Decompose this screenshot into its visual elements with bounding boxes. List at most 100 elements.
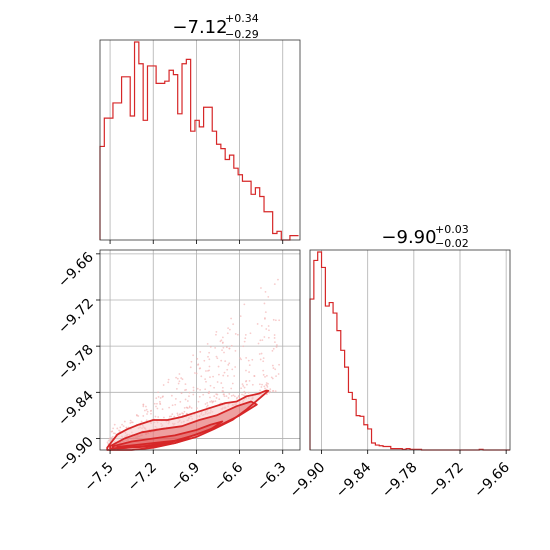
scatter-point	[233, 375, 236, 377]
scatter-point	[226, 368, 229, 371]
scatter-point	[227, 363, 230, 366]
scatter-point	[226, 332, 229, 335]
axes-frame-bottom-right	[309, 249, 511, 451]
scatter-point	[131, 421, 134, 424]
ytick-label: −9.78	[55, 342, 97, 384]
scatter-point	[242, 345, 245, 348]
scatter-point	[238, 396, 240, 398]
scatter-point	[267, 325, 270, 327]
scatter-point	[209, 345, 212, 348]
scatter-point	[184, 398, 187, 401]
scatter-point	[155, 397, 158, 400]
scatter-point	[222, 393, 225, 396]
scatter-point	[231, 382, 234, 385]
scatter-point	[209, 376, 211, 379]
scatter-point	[261, 383, 263, 386]
scatter-point	[123, 420, 126, 423]
scatter-point	[261, 339, 264, 342]
scatter-point	[170, 394, 173, 397]
scatter-point	[221, 341, 224, 344]
scatter-point	[208, 351, 211, 354]
scatter-point	[163, 416, 165, 419]
scatter-point	[203, 359, 206, 362]
scatter-point	[213, 395, 216, 398]
scatter-point	[140, 420, 143, 423]
scatter-point	[268, 329, 270, 332]
scatter-point	[183, 410, 186, 413]
scatter-point	[200, 375, 203, 378]
scatter-point	[199, 367, 202, 370]
grid-top-left	[109, 40, 284, 240]
scatter-point	[220, 382, 223, 384]
scatter-point	[202, 393, 205, 396]
scatter-point	[228, 347, 231, 350]
scatter-point	[248, 364, 251, 367]
scatter-point	[156, 407, 159, 410]
title-bottom-right: −9.90	[381, 227, 436, 248]
scatter-point	[209, 401, 211, 403]
scatter-point	[273, 337, 276, 339]
scatter-point	[214, 400, 217, 403]
scatter-point	[243, 390, 246, 393]
scatter-point	[241, 393, 243, 396]
scatter-point	[273, 341, 276, 343]
scatter-point	[212, 400, 214, 403]
scatter-point	[273, 283, 276, 286]
scatter-point	[205, 380, 207, 383]
scatter-point	[221, 386, 224, 389]
title-bottom-right-value: −9.90	[381, 227, 436, 248]
scatter-point	[205, 406, 208, 408]
grid-bottom-right	[321, 250, 507, 450]
scatter-point	[178, 373, 181, 375]
scatter-point	[236, 333, 239, 336]
scatter-point	[215, 333, 217, 336]
scatter-point	[225, 395, 228, 397]
scatter-point	[243, 303, 246, 306]
scatter-point	[220, 359, 223, 362]
scatter-point	[223, 395, 226, 398]
scatter-point	[204, 388, 207, 391]
scatter-point	[251, 383, 254, 386]
scatter-point	[207, 355, 209, 358]
scatter-point	[260, 325, 263, 327]
scatter-point	[222, 374, 225, 377]
contour-level	[116, 437, 191, 450]
scatter-point	[212, 375, 214, 378]
scatter-point	[265, 328, 268, 330]
scatter-point	[110, 437, 113, 440]
scatter-point	[206, 404, 209, 407]
scatter-point	[269, 388, 272, 390]
scatter-point	[177, 382, 180, 385]
scatter-point	[234, 350, 237, 352]
scatter-point	[216, 393, 219, 396]
scatter-point	[247, 391, 250, 394]
scatter-point	[142, 405, 145, 408]
scatter-point	[183, 407, 186, 409]
scatter-point	[227, 327, 230, 329]
ytick-label: −9.90	[55, 434, 97, 476]
ticks-bottom-right: −9.90 −9.84 −9.78 −9.72 −9.66	[287, 450, 513, 501]
scatter-point	[190, 360, 193, 363]
title-top-left-lower: −0.29	[225, 28, 259, 41]
panel-bottom-right-histogram: −9.90 −9.84 −9.78 −9.72 −9.66 −9.90 +0.03 −0…	[287, 223, 513, 501]
scatter-point	[161, 396, 164, 398]
scatter-point	[215, 330, 218, 333]
scatter-point	[275, 375, 277, 377]
scatter-point	[193, 372, 196, 374]
scatter-point	[222, 346, 225, 349]
scatter-point	[240, 387, 243, 390]
scatter-point	[195, 372, 198, 375]
scatter-point	[216, 381, 219, 383]
scatter-point	[274, 368, 277, 371]
scatter-point	[118, 429, 120, 432]
scatter-point	[204, 378, 207, 381]
scatter-point	[167, 381, 170, 384]
xtick-label: −9.78	[379, 460, 421, 502]
scatter-point	[264, 291, 267, 293]
scatter-point	[230, 317, 233, 320]
scatter-point	[258, 383, 261, 386]
scatter-point	[199, 388, 202, 391]
scatter-point	[179, 400, 182, 403]
scatter-point	[260, 386, 263, 388]
